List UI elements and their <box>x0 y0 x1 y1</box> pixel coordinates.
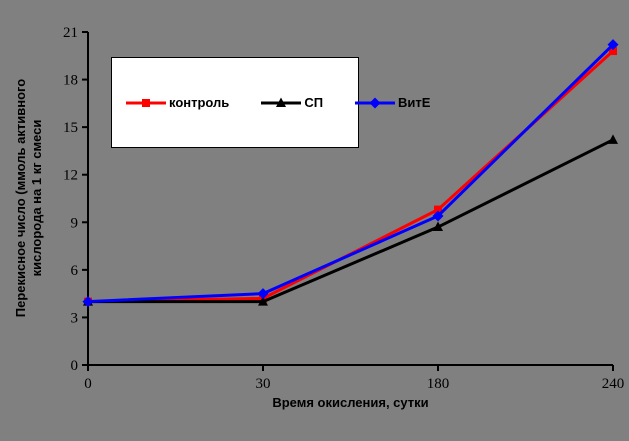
square-marker-icon <box>126 98 166 107</box>
x-tick-label: 30 <box>256 376 271 392</box>
y-axis-title-line1: Перекисное число (ммоль активного <box>13 78 28 318</box>
legend: контроль СП ВитЕ <box>111 57 430 148</box>
series-0-point-2 <box>434 205 442 214</box>
series-line-2 <box>87 43 615 304</box>
series-2-point-0 <box>82 296 94 308</box>
triangle-marker-icon <box>261 97 302 107</box>
y-tick-label: 21 <box>63 25 78 41</box>
legend-item-0: контроль <box>126 95 229 110</box>
y-axis-title: Перекисное число (ммоль активного кислор… <box>13 27 47 369</box>
legend-label-0: контроль <box>169 95 230 110</box>
y-tick-label: 15 <box>63 120 78 136</box>
legend-item-2: ВитЕ <box>355 95 430 110</box>
x-tick-label: 180 <box>427 376 450 392</box>
series-line-1 <box>88 138 614 304</box>
x-tick-label: 240 <box>602 376 625 392</box>
y-tick-label: 9 <box>71 215 79 231</box>
y-tick-label: 3 <box>71 310 79 326</box>
y-tick-label: 18 <box>63 73 78 89</box>
y-tick-label: 0 <box>71 358 79 374</box>
diamond-marker-icon <box>355 97 396 108</box>
triangle-marker-glyph <box>276 97 287 107</box>
series-1-point-3 <box>608 134 618 144</box>
series-2-point-2 <box>432 210 444 222</box>
legend-item-1: СП <box>261 95 323 110</box>
y-tick-label: 12 <box>63 168 78 184</box>
legend-label-2: ВитЕ <box>398 95 431 110</box>
series-2-point-3 <box>607 39 619 51</box>
x-tick-label: 0 <box>84 376 92 392</box>
series-1-point-2 <box>433 221 443 232</box>
series-0-point-3 <box>609 47 617 56</box>
y-tick-label: 6 <box>71 263 79 279</box>
series-2-point-1 <box>257 288 269 300</box>
series-1-point-1 <box>258 296 268 306</box>
diamond-marker-glyph <box>369 97 381 108</box>
x-axis-title: Время окисления, сутки <box>272 395 429 410</box>
y-axis-title-line2: кислорода на 1 кг смеси <box>29 119 44 277</box>
square-marker-glyph <box>142 98 150 107</box>
legend-label-1: СП <box>304 95 324 110</box>
